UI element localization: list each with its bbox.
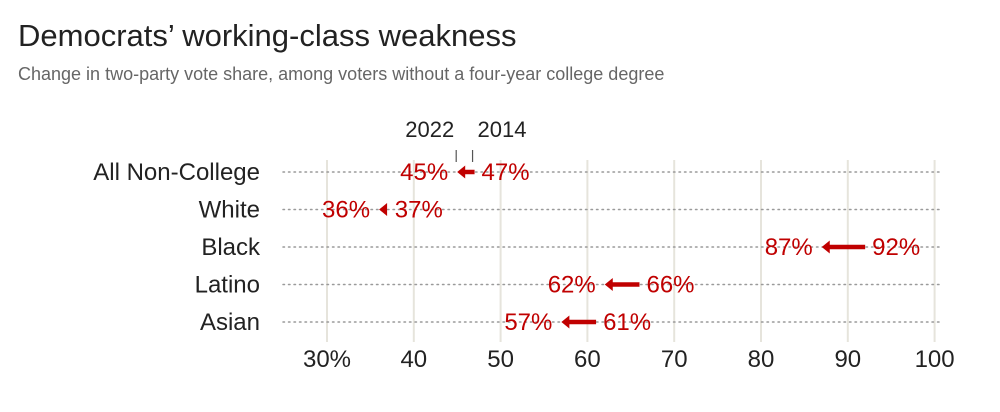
arrow-marks: All Non-College 47% 45% White 37% 36% Black 92%… <box>93 159 920 336</box>
category-label-all-non-college: All Non-College <box>93 159 260 186</box>
x-tick-label-60: 60 <box>574 346 601 373</box>
category-label-black: Black <box>201 234 261 261</box>
value-label-2022-latino: 62% <box>548 272 596 299</box>
row-guides <box>282 171 941 323</box>
category-label-latino: Latino <box>195 272 260 299</box>
value-label-2014-latino: 66% <box>646 272 694 299</box>
value-label-2014-asian: 61% <box>603 309 651 336</box>
category-label-asian: Asian <box>200 309 260 336</box>
arrow-head-white <box>379 203 388 216</box>
legend-label-2014: 2014 <box>478 117 527 142</box>
value-label-2022-black: 87% <box>765 234 813 261</box>
chart-subtitle: Change in two-party vote share, among vo… <box>18 64 665 84</box>
x-tick-label-50: 50 <box>487 346 514 373</box>
x-tick-label-100: 100 <box>915 346 955 373</box>
legend-label-2022: 2022 <box>405 117 454 142</box>
grid-lines <box>326 160 936 342</box>
arrow-head-all-non-college <box>457 165 466 179</box>
x-tick-label-70: 70 <box>661 346 688 373</box>
x-tick-label-40: 40 <box>400 346 427 373</box>
arrow-head-asian <box>561 315 570 329</box>
value-label-2022-asian: 57% <box>504 309 552 336</box>
value-label-2014-white: 37% <box>395 197 443 224</box>
value-label-2022-white: 36% <box>322 197 370 224</box>
value-label-2014-all-non-college: 47% <box>482 159 530 186</box>
chart-title: Democrats’ working-class weakness <box>18 18 517 53</box>
category-label-white: White <box>199 197 260 224</box>
value-label-2022-all-non-college: 45% <box>400 159 448 186</box>
x-tick-label-90: 90 <box>834 346 861 373</box>
value-label-2014-black: 92% <box>872 234 920 261</box>
x-axis-ticks: 30% 40 50 60 70 80 90 100 <box>303 346 955 373</box>
x-tick-label-30: 30% <box>303 346 351 373</box>
year-legend: 2022 2014 <box>405 117 527 162</box>
arrow-head-black <box>821 240 830 254</box>
arrow-head-latino <box>604 278 613 291</box>
x-tick-label-80: 80 <box>748 346 775 373</box>
